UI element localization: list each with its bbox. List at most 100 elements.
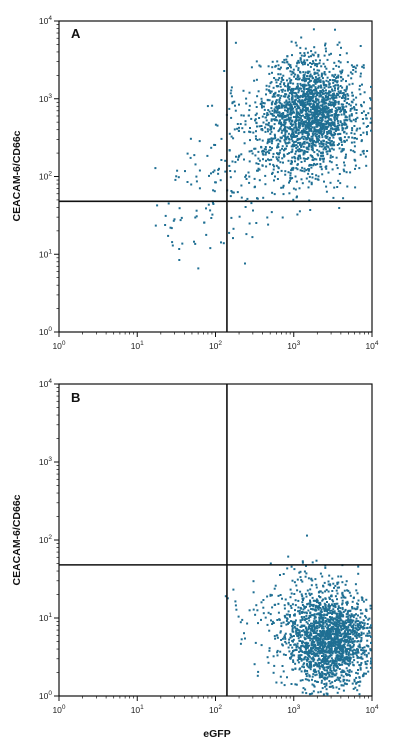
event-dot — [289, 644, 292, 646]
event-dot — [359, 609, 362, 612]
event-dot — [300, 120, 303, 123]
event-dot — [343, 640, 346, 643]
event-dot — [308, 70, 311, 73]
event-dot — [333, 100, 336, 103]
event-dot — [288, 88, 291, 91]
event-dot — [311, 126, 314, 129]
event-dot — [270, 81, 273, 84]
event-dot — [314, 647, 317, 650]
event-dot — [266, 112, 269, 115]
event-dot — [274, 175, 276, 178]
event-dot — [273, 95, 276, 98]
event-dot — [287, 108, 289, 110]
event-dot — [345, 615, 348, 618]
event-dot — [254, 101, 257, 104]
event-dot — [300, 654, 303, 657]
event-dot — [314, 130, 317, 133]
event-dot — [167, 234, 170, 237]
event-dot — [369, 604, 372, 607]
event-dot — [365, 672, 367, 675]
event-dot — [285, 99, 288, 102]
event-dot — [328, 129, 331, 132]
event-dot — [287, 118, 290, 121]
event-dot — [184, 170, 186, 173]
event-dot — [232, 588, 235, 591]
event-dot — [326, 637, 329, 640]
event-dot — [318, 664, 321, 667]
event-dot — [332, 662, 335, 664]
event-dot — [257, 163, 260, 165]
event-dot — [272, 155, 275, 158]
event-dot — [303, 616, 306, 618]
event-dot — [295, 128, 298, 131]
event-dot — [279, 631, 282, 634]
event-dot — [319, 637, 322, 640]
event-dot — [318, 605, 320, 608]
x-tick-label: 103 — [287, 704, 300, 715]
event-dot — [330, 124, 333, 127]
event-dot — [248, 130, 251, 133]
event-dot — [344, 127, 347, 130]
event-dot — [316, 665, 319, 668]
event-dot — [341, 69, 344, 72]
event-dot — [339, 182, 342, 185]
event-dot — [285, 100, 288, 103]
panel-b-frame — [58, 383, 373, 697]
event-dot — [300, 624, 303, 627]
event-dot — [291, 161, 293, 163]
event-dot — [321, 650, 324, 653]
event-dot — [330, 664, 333, 667]
event-dot — [318, 145, 321, 148]
event-dot — [317, 643, 320, 646]
event-dot — [169, 226, 172, 229]
event-dot — [353, 108, 356, 111]
event-dot — [324, 650, 327, 653]
event-dot — [324, 117, 327, 120]
event-dot — [267, 121, 270, 124]
event-dot — [313, 107, 316, 110]
event-dot — [308, 693, 311, 696]
event-dot — [339, 647, 342, 649]
event-dot — [289, 656, 291, 659]
event-dot — [342, 108, 345, 111]
event-dot — [293, 91, 296, 94]
event-dot — [293, 111, 296, 114]
event-dot — [245, 233, 248, 236]
event-dot — [364, 155, 367, 158]
event-dot — [305, 88, 308, 90]
event-dot — [339, 107, 342, 110]
event-dot — [317, 99, 320, 102]
event-dot — [300, 136, 303, 139]
event-dot — [300, 670, 303, 673]
event-dot — [325, 84, 328, 87]
event-dot — [321, 672, 324, 675]
event-dot — [319, 596, 322, 599]
event-dot — [360, 649, 363, 651]
event-dot — [353, 614, 356, 617]
event-dot — [332, 605, 335, 607]
event-dot — [273, 133, 276, 136]
x-tick-label: 100 — [52, 704, 65, 715]
event-dot — [289, 112, 292, 115]
event-dot — [319, 612, 322, 615]
event-dot — [278, 104, 280, 107]
event-dot — [289, 64, 292, 67]
event-dot — [361, 626, 363, 629]
event-dot — [323, 105, 326, 108]
event-dot — [312, 659, 315, 662]
event-dot — [314, 64, 317, 67]
event-dot — [320, 94, 323, 97]
event-dot — [309, 594, 312, 597]
event-dot — [321, 77, 324, 80]
event-dot — [317, 74, 320, 77]
event-dot — [301, 111, 304, 114]
event-dot — [333, 119, 336, 122]
event-dot — [297, 131, 300, 134]
event-dot — [301, 634, 304, 637]
event-dot — [244, 123, 247, 126]
event-dot — [267, 124, 270, 127]
event-dot — [310, 155, 313, 158]
event-dot — [365, 616, 368, 619]
event-dot — [332, 94, 335, 97]
event-dot — [273, 108, 276, 111]
